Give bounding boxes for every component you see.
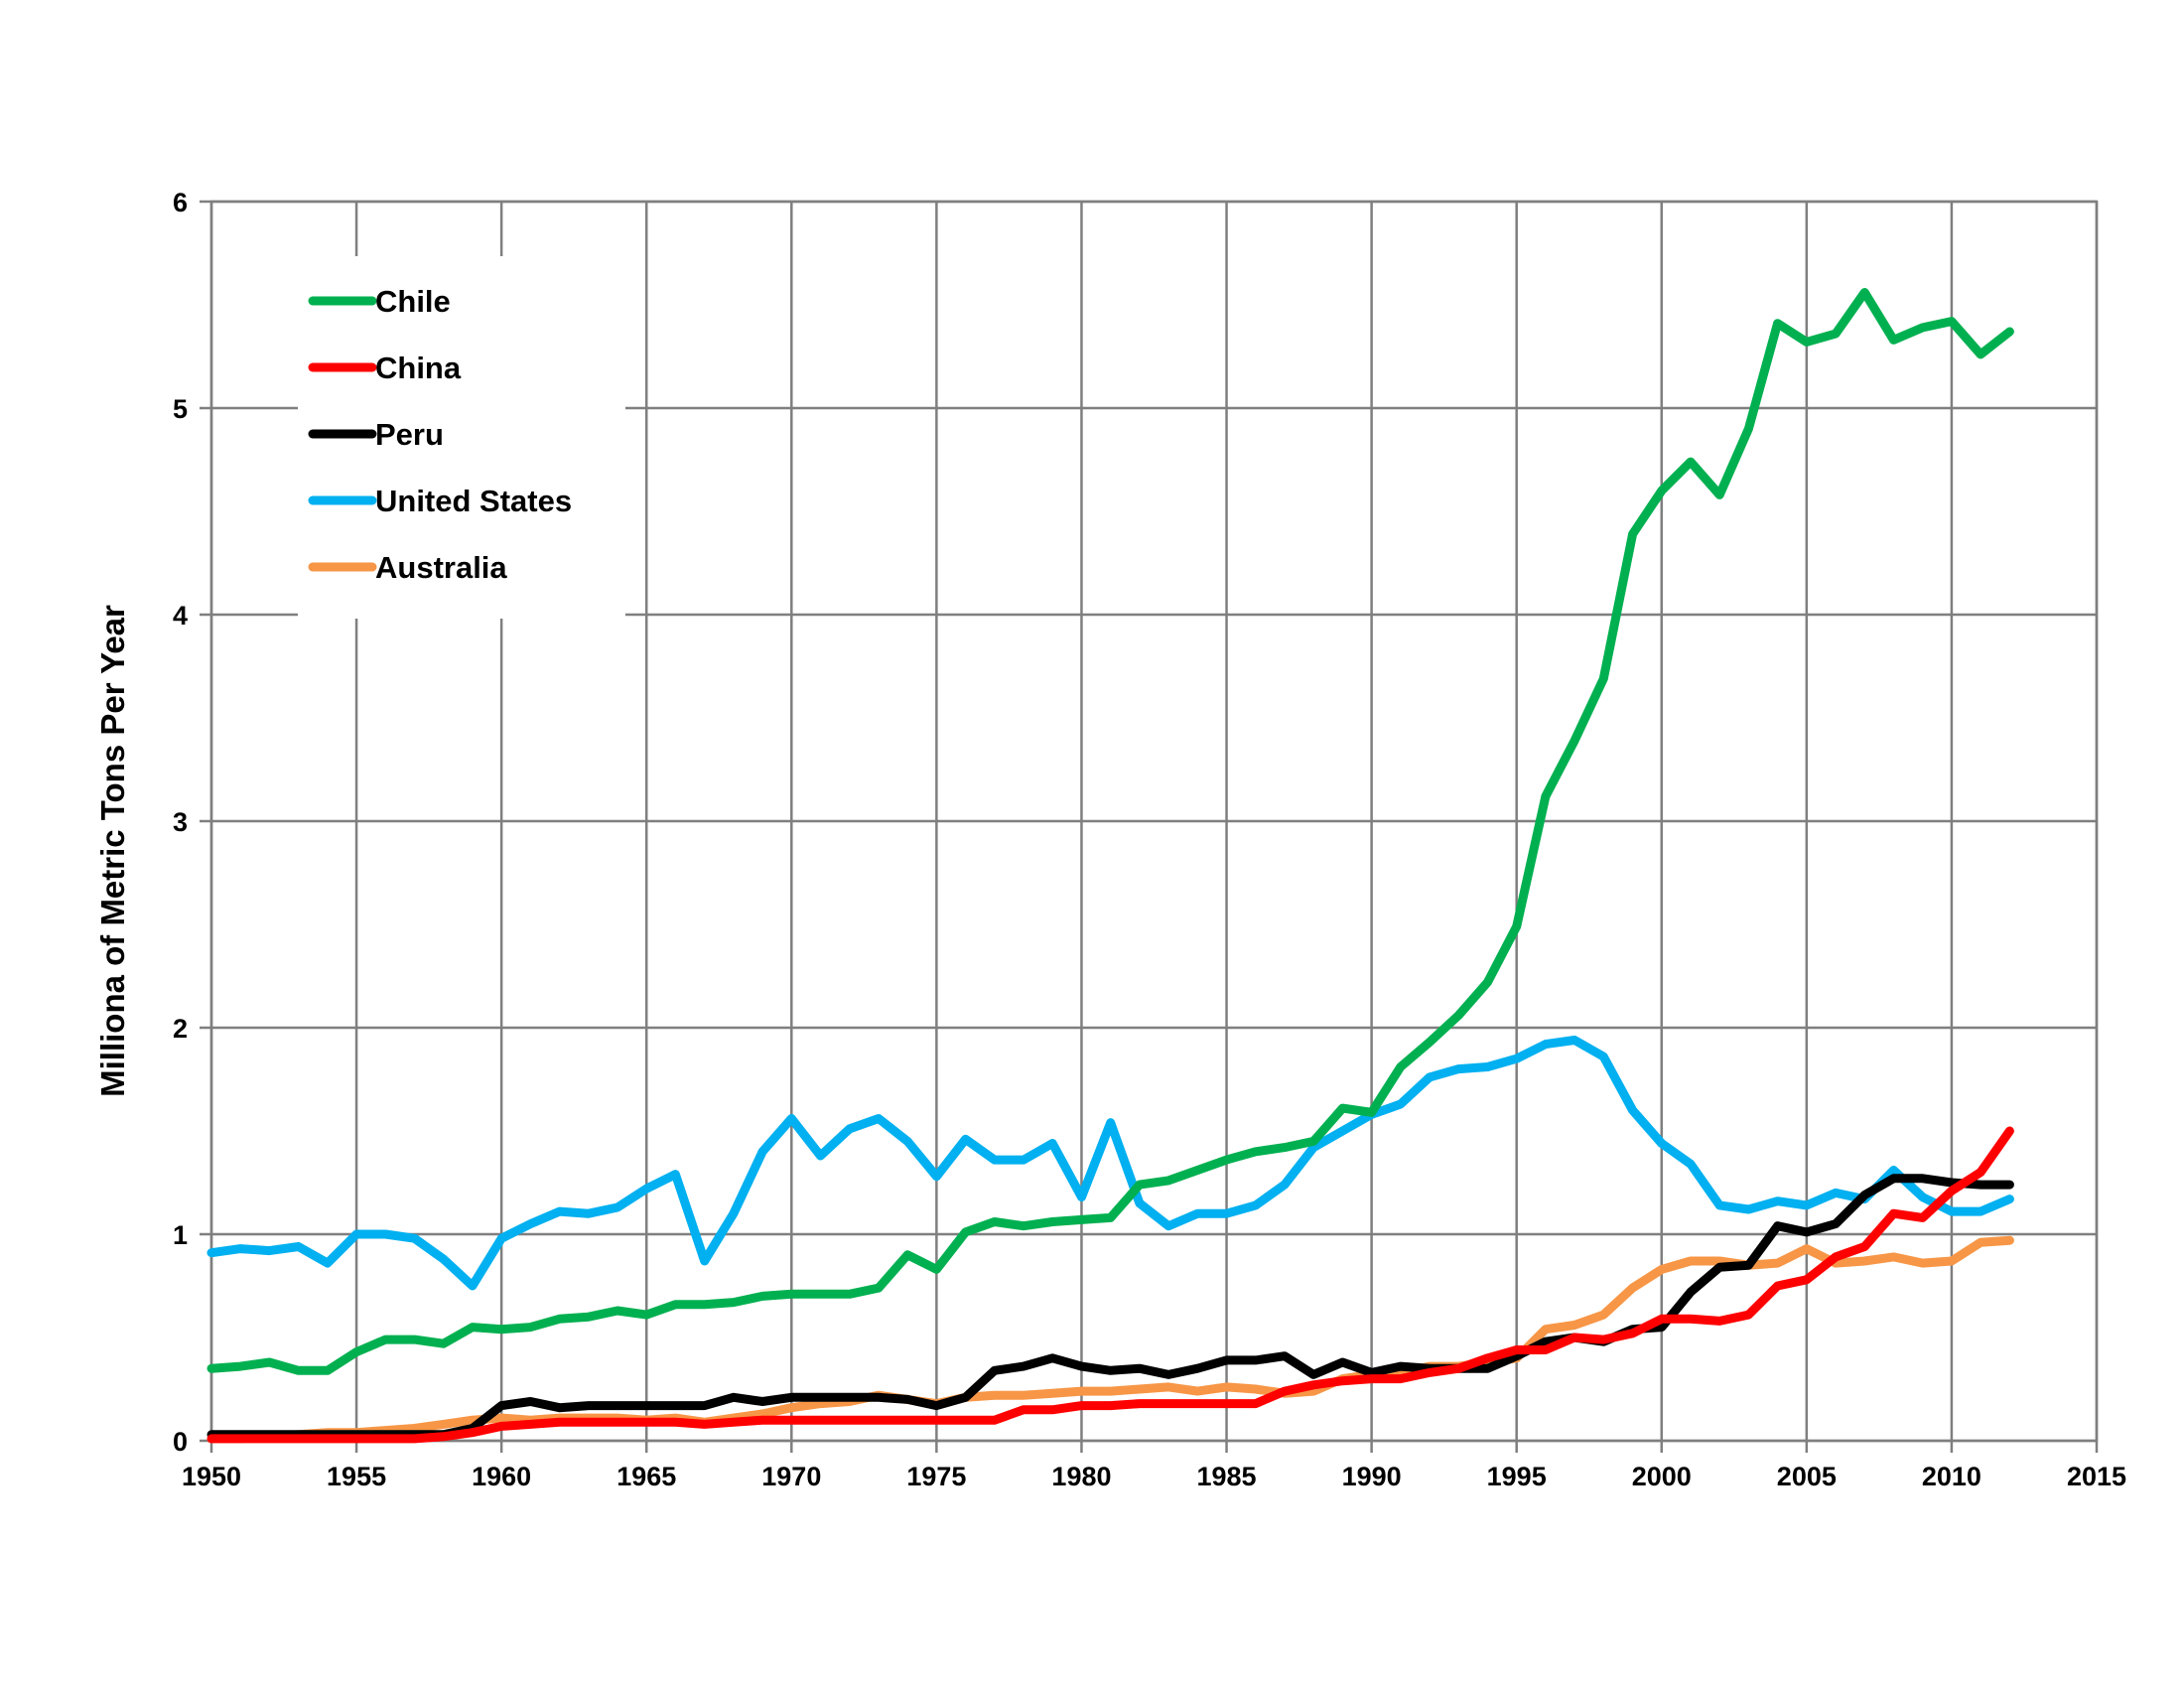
x-tick-label: 2000: [1632, 1462, 1692, 1491]
x-tick-label: 1980: [1051, 1462, 1111, 1491]
legend: Chile China Peru United States Australia: [298, 256, 625, 619]
axes: [200, 200, 2099, 1453]
y-axis-label: Milliona of Metric Tons Per Year: [94, 605, 131, 1097]
series-line-chile: [206, 288, 2014, 1375]
legend-label-peru: Peru: [375, 417, 444, 452]
x-tick-label: 1960: [472, 1462, 531, 1491]
y-tick-label: 5: [173, 394, 188, 424]
x-tick-label: 1955: [327, 1462, 386, 1491]
x-tick-label: 2005: [1777, 1462, 1837, 1491]
tick-labels: 1950 1955 1960 1965 1970 1975 1980 1985 1990 1995…: [173, 188, 2126, 1491]
x-tick-label: 2010: [1922, 1462, 1981, 1491]
series-line-australia: [206, 1235, 2014, 1444]
x-tick-label: 2015: [2067, 1462, 2126, 1491]
x-tick-label: 1995: [1487, 1462, 1547, 1491]
series-lines: [206, 288, 2014, 1444]
y-tick-label: 6: [173, 188, 188, 217]
y-tick-label: 4: [173, 601, 188, 631]
y-tick-label: 3: [173, 807, 188, 837]
y-tick-label: 0: [173, 1427, 188, 1457]
legend-label-chile: Chile: [375, 284, 451, 319]
series-line-peru: [206, 1174, 2014, 1440]
x-tick-label: 1970: [761, 1462, 821, 1491]
legend-label-united-states: United States: [375, 484, 572, 518]
x-tick-label: 1950: [182, 1462, 241, 1491]
x-tick-label: 1965: [616, 1462, 676, 1491]
legend-label-china: China: [375, 351, 462, 385]
y-tick-label: 1: [173, 1220, 188, 1250]
y-tick-label: 2: [173, 1014, 188, 1044]
x-tick-label: 1975: [906, 1462, 966, 1491]
series-line-china: [206, 1126, 2014, 1444]
series-line-united-states: [206, 1036, 2014, 1291]
plot-border: [209, 200, 2099, 1443]
x-tick-label: 1985: [1196, 1462, 1256, 1491]
x-tick-label: 1990: [1342, 1462, 1402, 1491]
legend-label-australia: Australia: [375, 550, 507, 585]
